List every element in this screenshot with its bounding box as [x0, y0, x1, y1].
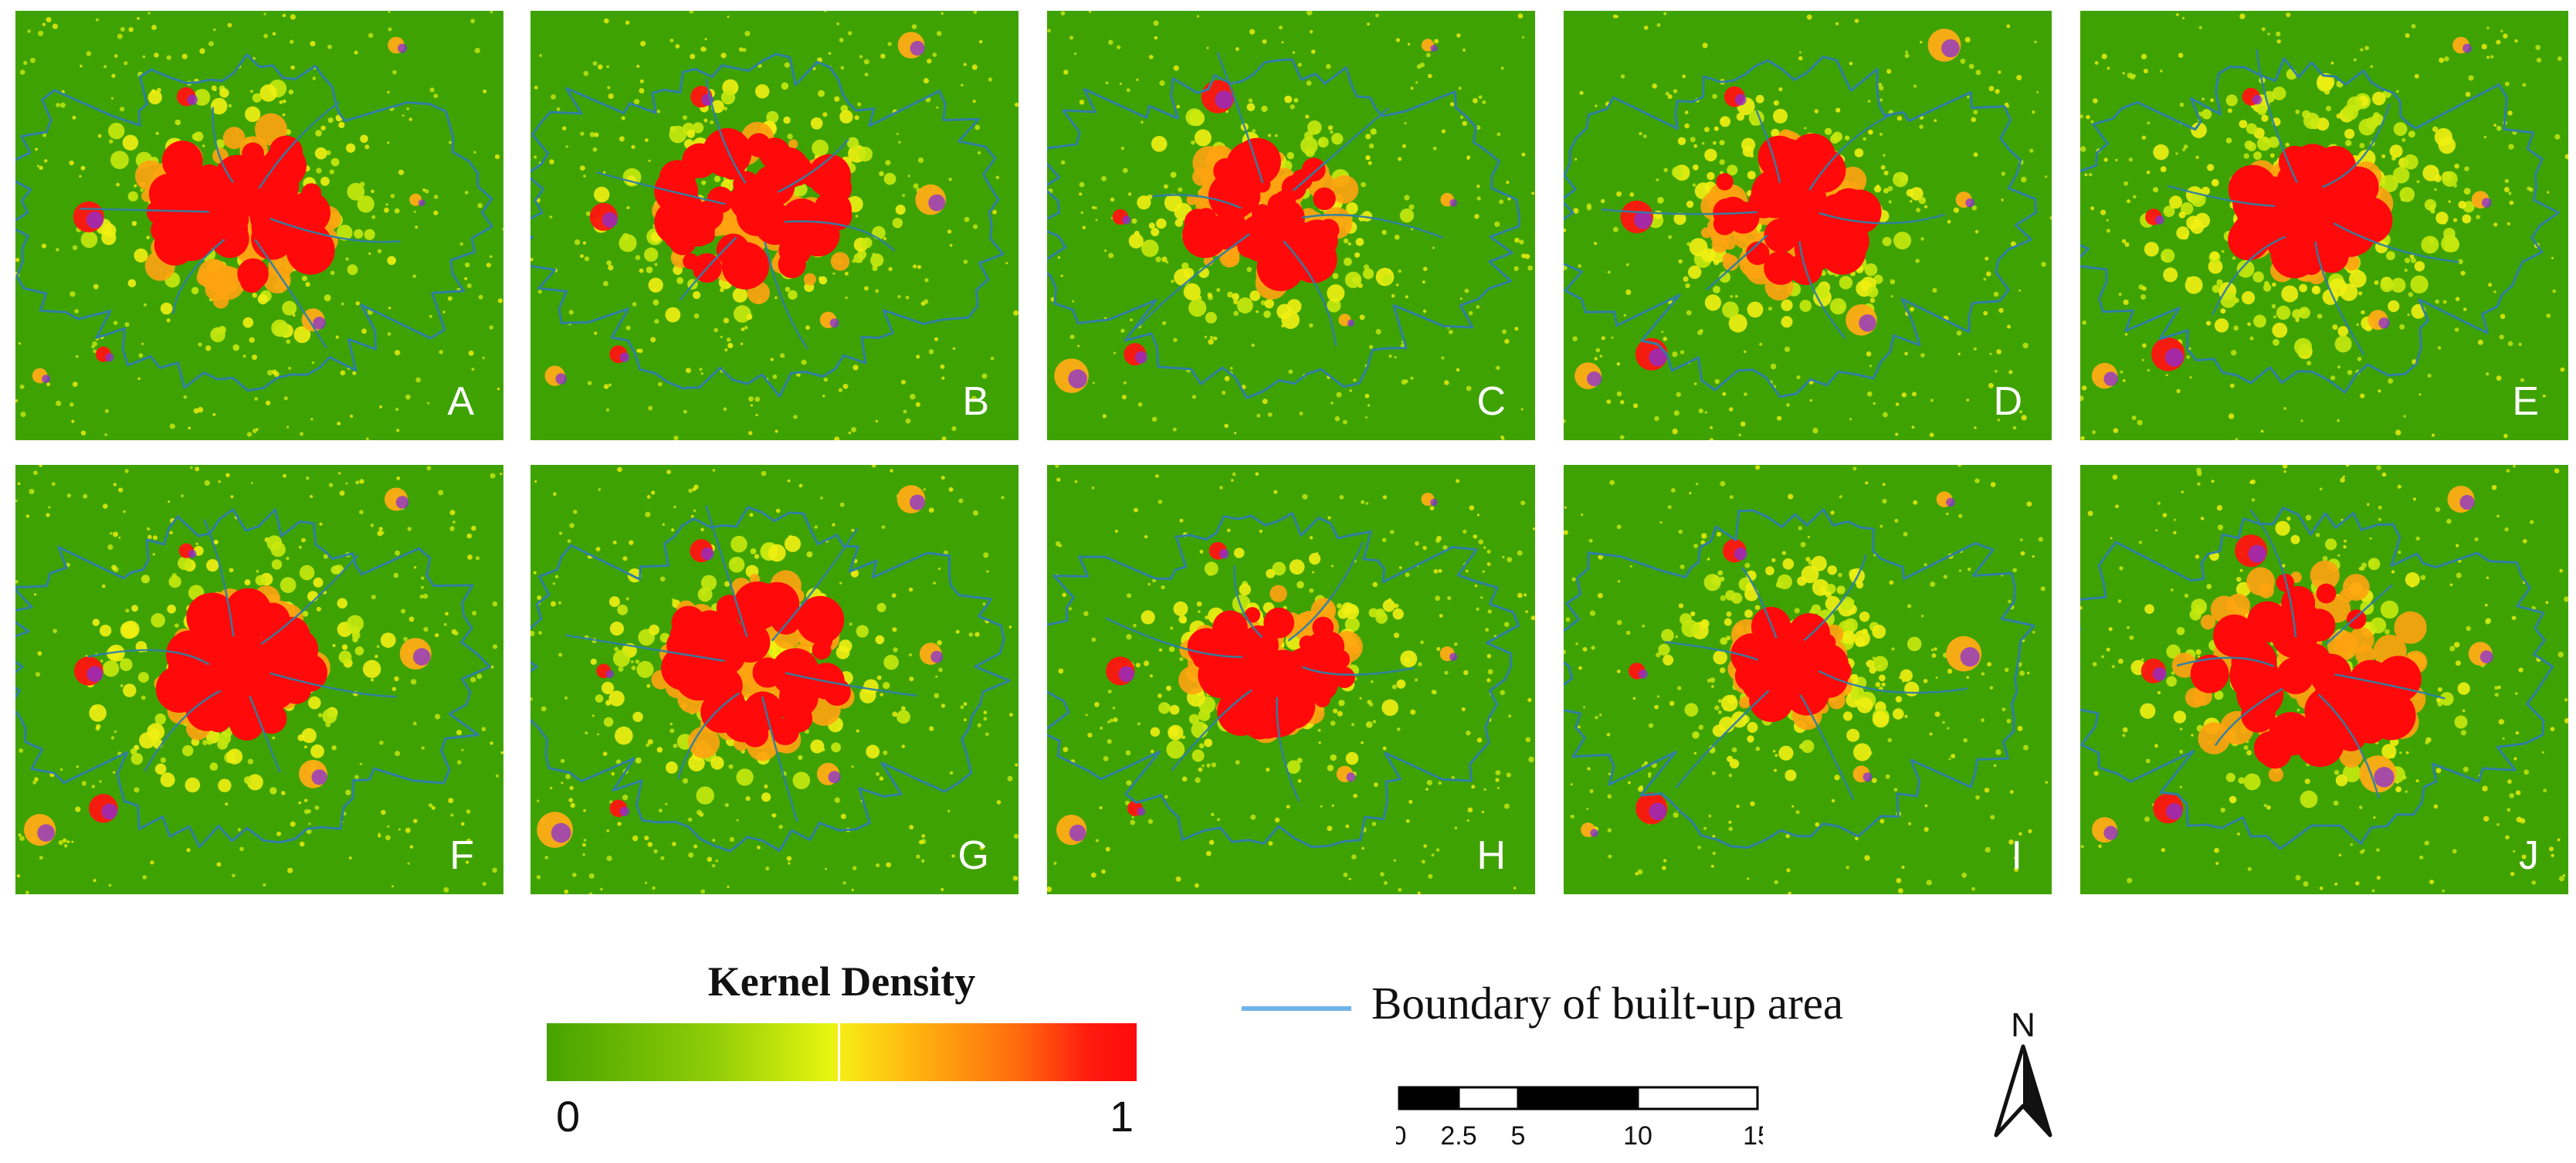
- density-min-label: 0: [556, 1095, 580, 1138]
- map-panel-j: J: [2080, 465, 2568, 894]
- density-map-h: [1047, 465, 1535, 894]
- panel-label-d: D: [1993, 381, 2022, 422]
- panel-label-c: C: [1476, 381, 1506, 422]
- scale-tick-2-5: 2.5: [1440, 1121, 1476, 1151]
- density-ramp-divider: [838, 1023, 840, 1081]
- north-label: N: [2011, 1006, 2035, 1044]
- panel-label-j: J: [2519, 836, 2539, 876]
- density-map-d: [1564, 11, 2052, 440]
- map-panel-d: D: [1564, 11, 2052, 440]
- density-map-e: [2080, 11, 2568, 440]
- scale-tick-0: 0: [1396, 1121, 1406, 1151]
- panel-label-e: E: [2512, 381, 2539, 422]
- map-panel-f: F: [15, 465, 503, 894]
- panel-label-a: A: [447, 381, 474, 422]
- boundary-legend-label: Boundary of built-up area: [1371, 981, 1843, 1026]
- panel-label-f: F: [449, 836, 474, 876]
- scale-tick-15: 15: [1743, 1121, 1763, 1151]
- density-map-f: [15, 465, 503, 894]
- density-legend-title: Kernel Density: [547, 958, 1137, 1005]
- density-map-g: [530, 465, 1019, 894]
- map-panel-h: H: [1047, 465, 1535, 894]
- scale-tick-5: 5: [1511, 1121, 1526, 1151]
- density-color-ramp: [547, 1023, 1137, 1081]
- map-panel-g: G: [530, 465, 1019, 894]
- map-panel-a: A: [15, 11, 503, 440]
- panel-label-h: H: [1476, 836, 1506, 876]
- density-map-b: [530, 11, 1019, 440]
- map-panel-c: C: [1047, 11, 1535, 440]
- map-panel-i: I: [1564, 465, 2052, 894]
- panel-label-b: B: [962, 381, 989, 422]
- density-map-j: [2080, 465, 2568, 894]
- density-max-label: 1: [1110, 1095, 1134, 1138]
- scale-tick-10: 10: [1623, 1121, 1652, 1151]
- panel-label-g: G: [958, 836, 989, 876]
- scale-bar: km 0 2.5 5 10 15: [1396, 1081, 1763, 1160]
- map-panel-e: E: [2080, 11, 2568, 440]
- density-map-a: [15, 11, 503, 440]
- density-map-i: [1564, 465, 2052, 894]
- panel-label-i: I: [2012, 836, 2022, 876]
- boundary-legend-swatch: [1242, 1006, 1351, 1011]
- north-arrow: N: [1990, 1004, 2056, 1143]
- density-map-c: [1047, 11, 1535, 440]
- map-panel-b: B: [530, 11, 1019, 440]
